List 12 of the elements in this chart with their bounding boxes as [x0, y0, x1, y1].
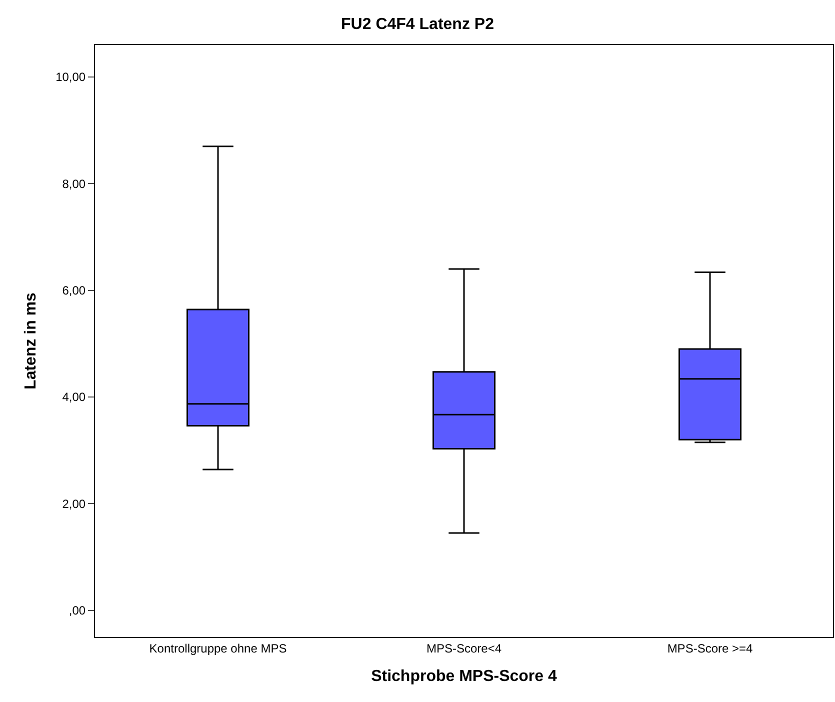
x-tick-label: MPS-Score<4 [426, 641, 502, 656]
x-tick-label: Kontrollgruppe ohne MPS [149, 641, 287, 656]
x-tick-label: MPS-Score >=4 [667, 641, 754, 656]
y-tick-label: ,00 [68, 604, 86, 618]
y-tick-label: 2,00 [62, 496, 86, 511]
y-tick-label: 10,00 [56, 70, 86, 84]
y-tick-label: 6,00 [62, 284, 86, 298]
y-tick-label: 4,00 [62, 390, 86, 404]
x-axis-title: Stichprobe MPS-Score 4 [371, 668, 558, 686]
y-axis-title: Latenz in ms [22, 292, 40, 390]
chart-title: FU2 C4F4 Latenz P2 [341, 16, 494, 33]
y-tick-label: 8,00 [62, 176, 86, 191]
